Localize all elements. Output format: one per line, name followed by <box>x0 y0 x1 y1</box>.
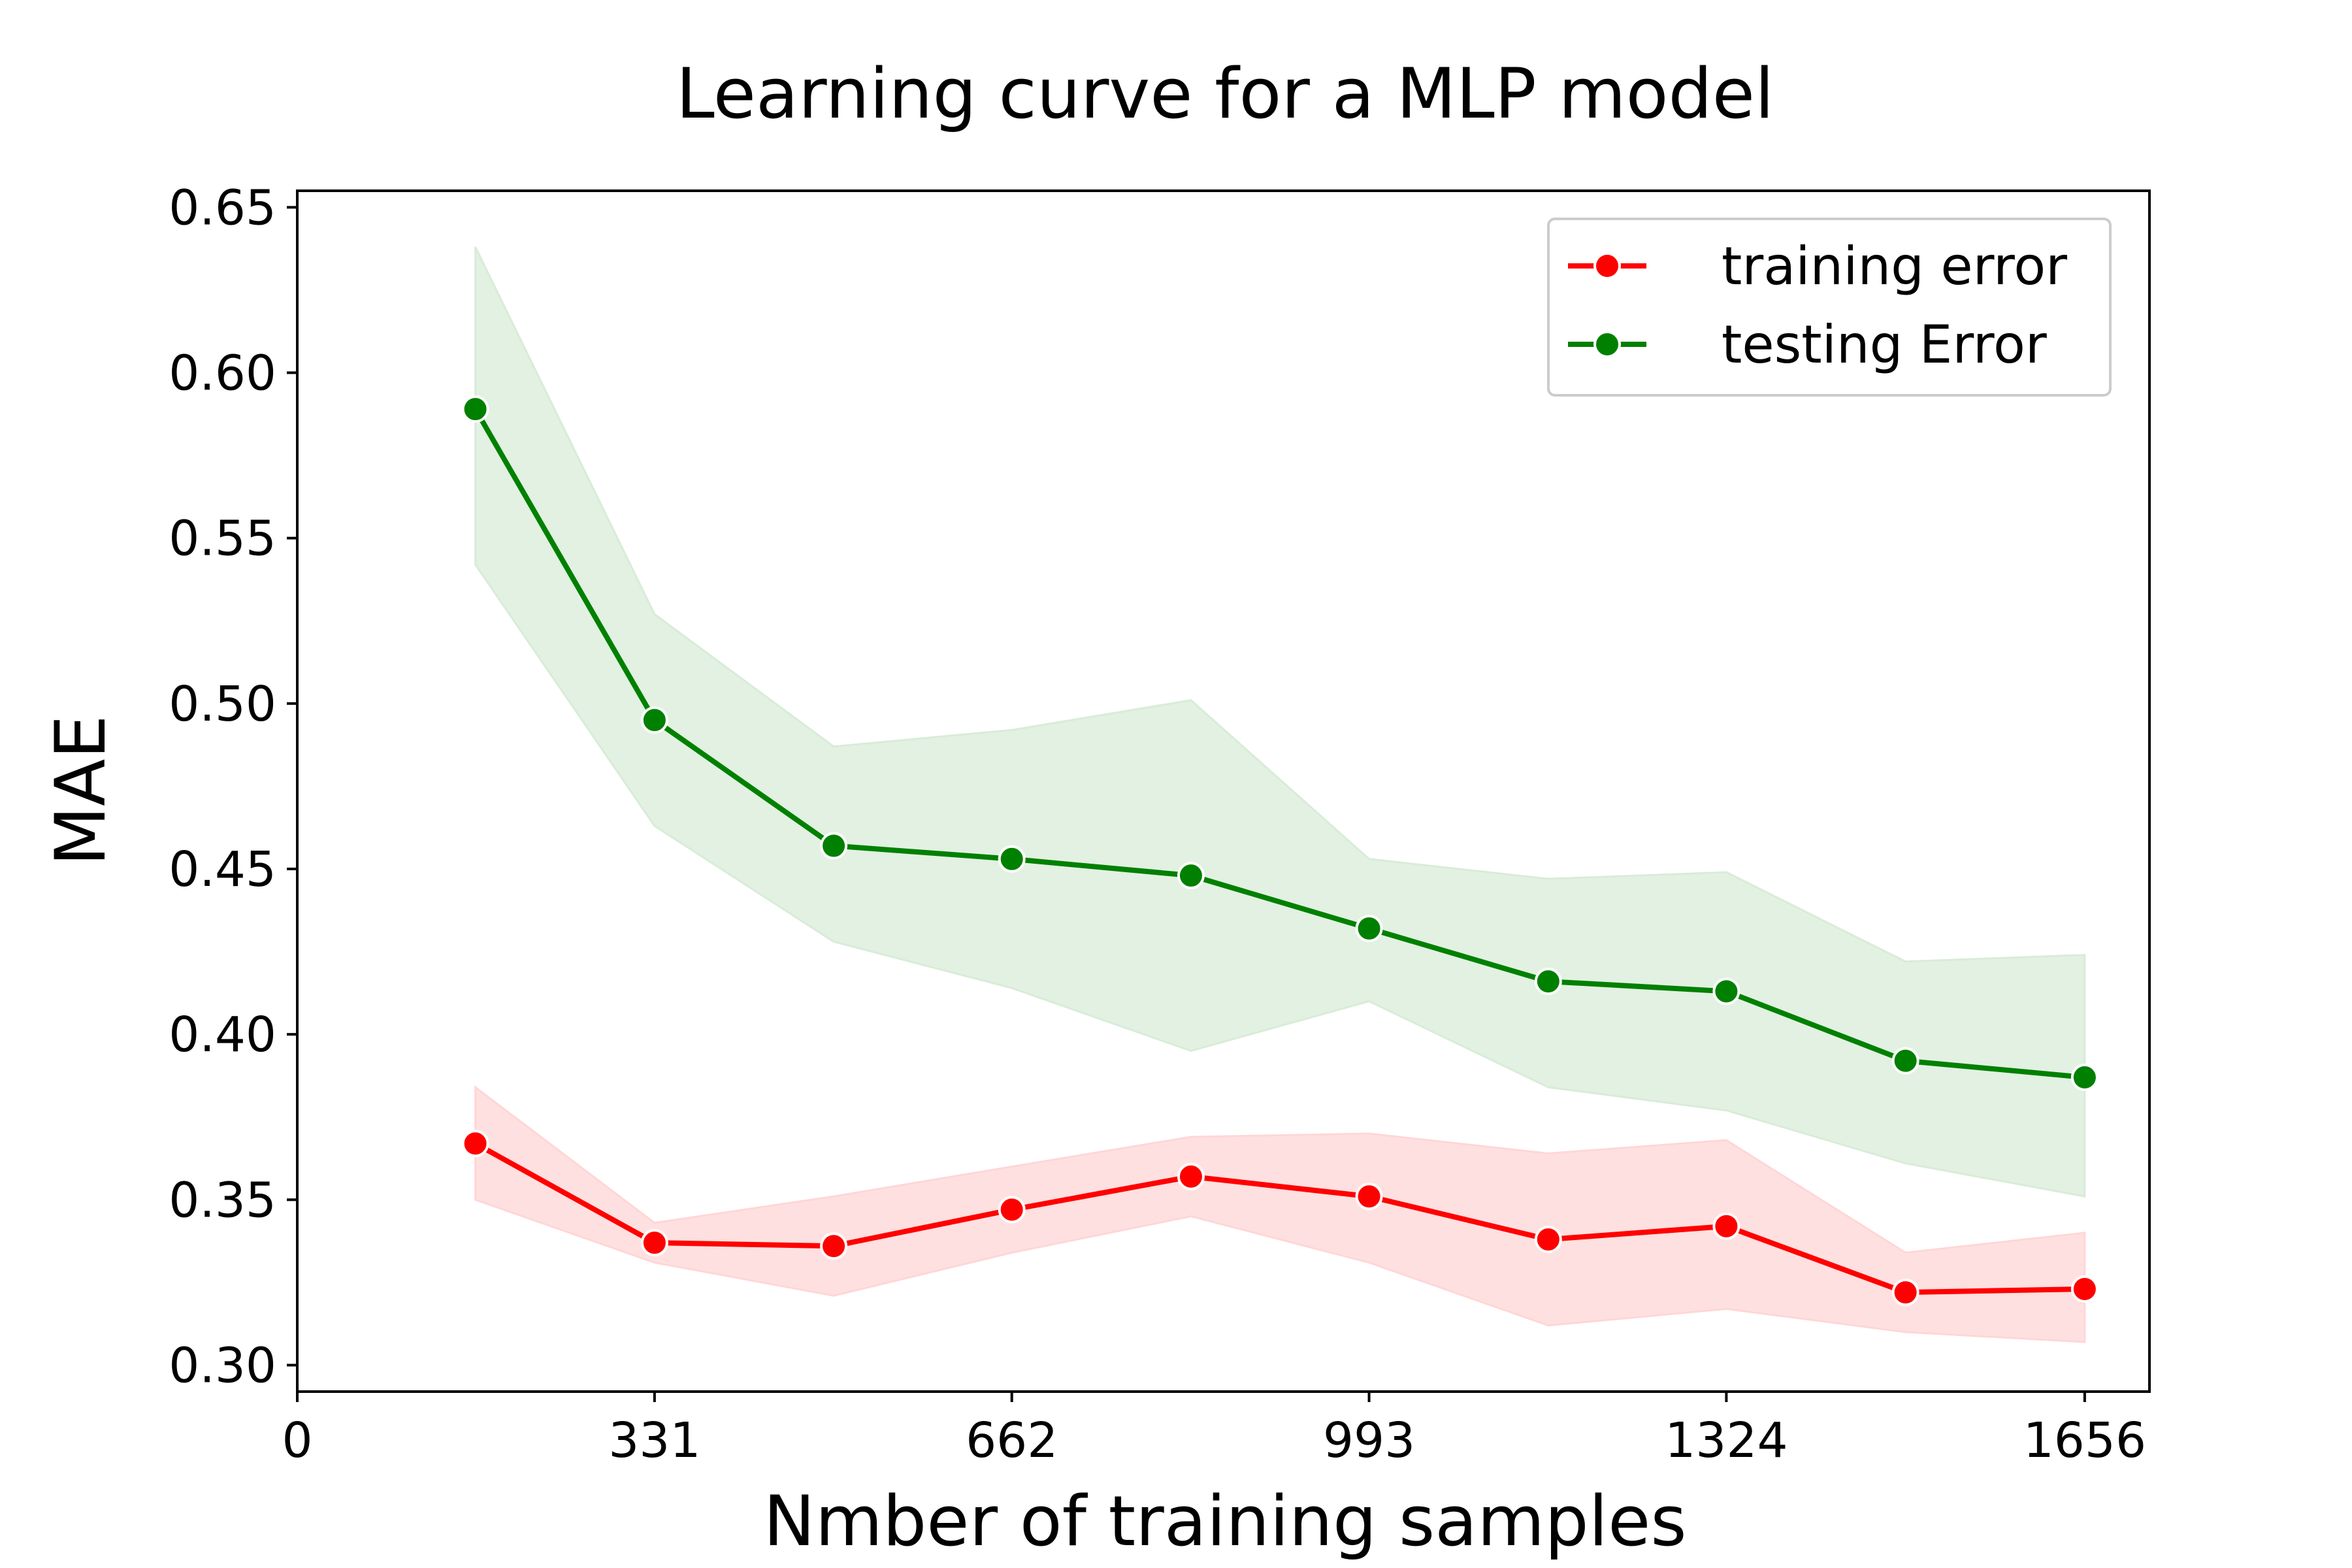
x-tick-label-4: 1324 <box>1665 1413 1788 1469</box>
legend-marker-0 <box>1593 252 1621 280</box>
x-tick-label-3: 993 <box>1323 1413 1415 1469</box>
band-1 <box>474 246 2086 1198</box>
point-1-4 <box>1177 862 1205 890</box>
point-0-8 <box>1891 1279 1919 1307</box>
point-0-0 <box>461 1130 489 1158</box>
series-points <box>461 395 2099 1307</box>
point-0-5 <box>1355 1183 1383 1211</box>
x-axis-label: Nmber of training samples <box>763 1481 1686 1561</box>
point-1-7 <box>1712 977 1740 1005</box>
y-tick-label-0: 0.30 <box>169 1337 276 1394</box>
legend-label-1: testing Error <box>1722 314 2047 375</box>
point-1-1 <box>640 706 668 734</box>
y-tick-label-3: 0.45 <box>169 841 276 898</box>
series-lines <box>473 408 2085 1296</box>
plot-frame <box>296 189 2151 1393</box>
x-tick-label-0: 0 <box>282 1413 312 1469</box>
point-1-8 <box>1891 1047 1919 1075</box>
y-tick-label-7: 0.65 <box>169 180 276 236</box>
point-0-6 <box>1534 1226 1562 1254</box>
chart-title: Learning curve for a MLP model <box>676 54 1774 134</box>
point-1-2 <box>820 832 848 860</box>
legend: training error testing Error <box>1547 218 2112 397</box>
point-0-9 <box>2070 1275 2099 1303</box>
point-1-0 <box>461 395 489 423</box>
point-0-1 <box>640 1229 668 1257</box>
y-tick-label-2: 0.40 <box>169 1007 276 1063</box>
confidence-bands <box>474 246 2086 1343</box>
point-1-6 <box>1534 968 1562 996</box>
y-tick-label-1: 0.35 <box>169 1172 276 1228</box>
series-line-1 <box>473 408 2085 1080</box>
point-0-3 <box>998 1196 1026 1224</box>
legend-box <box>1547 218 2112 397</box>
point-1-3 <box>998 845 1026 873</box>
band-0 <box>474 1085 2086 1343</box>
legend-marker-1 <box>1593 331 1621 358</box>
axes: 0 331 662 993 1324 1656 0.30 0.35 0.40 0.45 0.50 0.… <box>169 180 2151 1469</box>
y-tick-label-5: 0.55 <box>169 511 276 567</box>
x-tick-label-1: 331 <box>608 1413 700 1469</box>
point-1-9 <box>2070 1063 2099 1091</box>
series-line-0 <box>474 1141 2085 1296</box>
point-1-5 <box>1355 915 1383 943</box>
x-tick-label-2: 662 <box>966 1413 1058 1469</box>
legend-label-0: training error <box>1722 236 2067 297</box>
y-axis-label: MAE <box>41 715 121 866</box>
point-0-2 <box>820 1232 848 1260</box>
y-tick-label-4: 0.50 <box>169 676 276 732</box>
x-tick-label-5: 1656 <box>2023 1413 2146 1469</box>
y-tick-label-6: 0.60 <box>169 345 276 401</box>
point-0-4 <box>1177 1162 1205 1190</box>
point-0-7 <box>1712 1212 1740 1240</box>
